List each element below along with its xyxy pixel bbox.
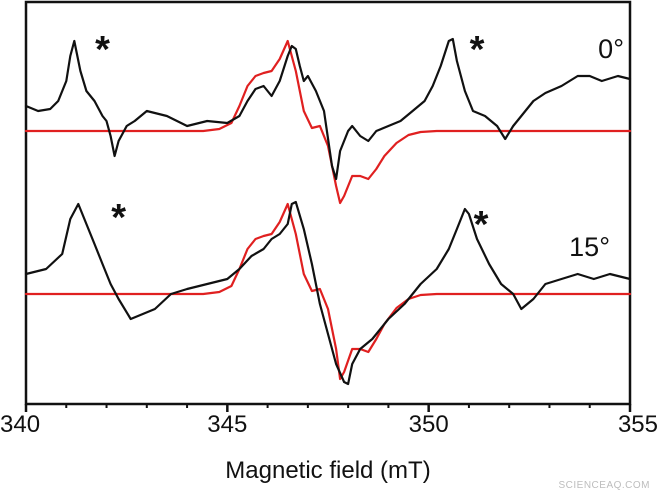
panel-2-asterisk-marker: * <box>111 197 126 239</box>
x-tick-label: 350 <box>409 411 449 438</box>
x-axis-ticks: 340 345 350 355 <box>0 404 658 438</box>
plot-content: 0° * * 15° * * <box>24 29 632 386</box>
watermark: SCIENCEAQ.COM <box>558 480 650 491</box>
x-tick-label: 340 <box>0 411 40 438</box>
panel-1-angle-label: 0° <box>598 34 624 64</box>
panel-1-asterisk-marker: * <box>95 29 110 71</box>
x-axis-title: Magnetic field (mT) <box>225 457 430 484</box>
panel-2-experimental-line <box>24 200 632 386</box>
x-tick-label: 345 <box>207 411 247 438</box>
plot-frame <box>24 0 632 406</box>
panel-1-simulated-line <box>24 39 632 205</box>
panel-2-angle-label: 15° <box>569 232 610 262</box>
panel-2-asterisk-marker: * <box>474 204 489 246</box>
x-tick-label: 355 <box>618 411 658 438</box>
panel-1-experimental-line <box>24 37 632 181</box>
panel-1-asterisk-marker: * <box>470 29 485 71</box>
